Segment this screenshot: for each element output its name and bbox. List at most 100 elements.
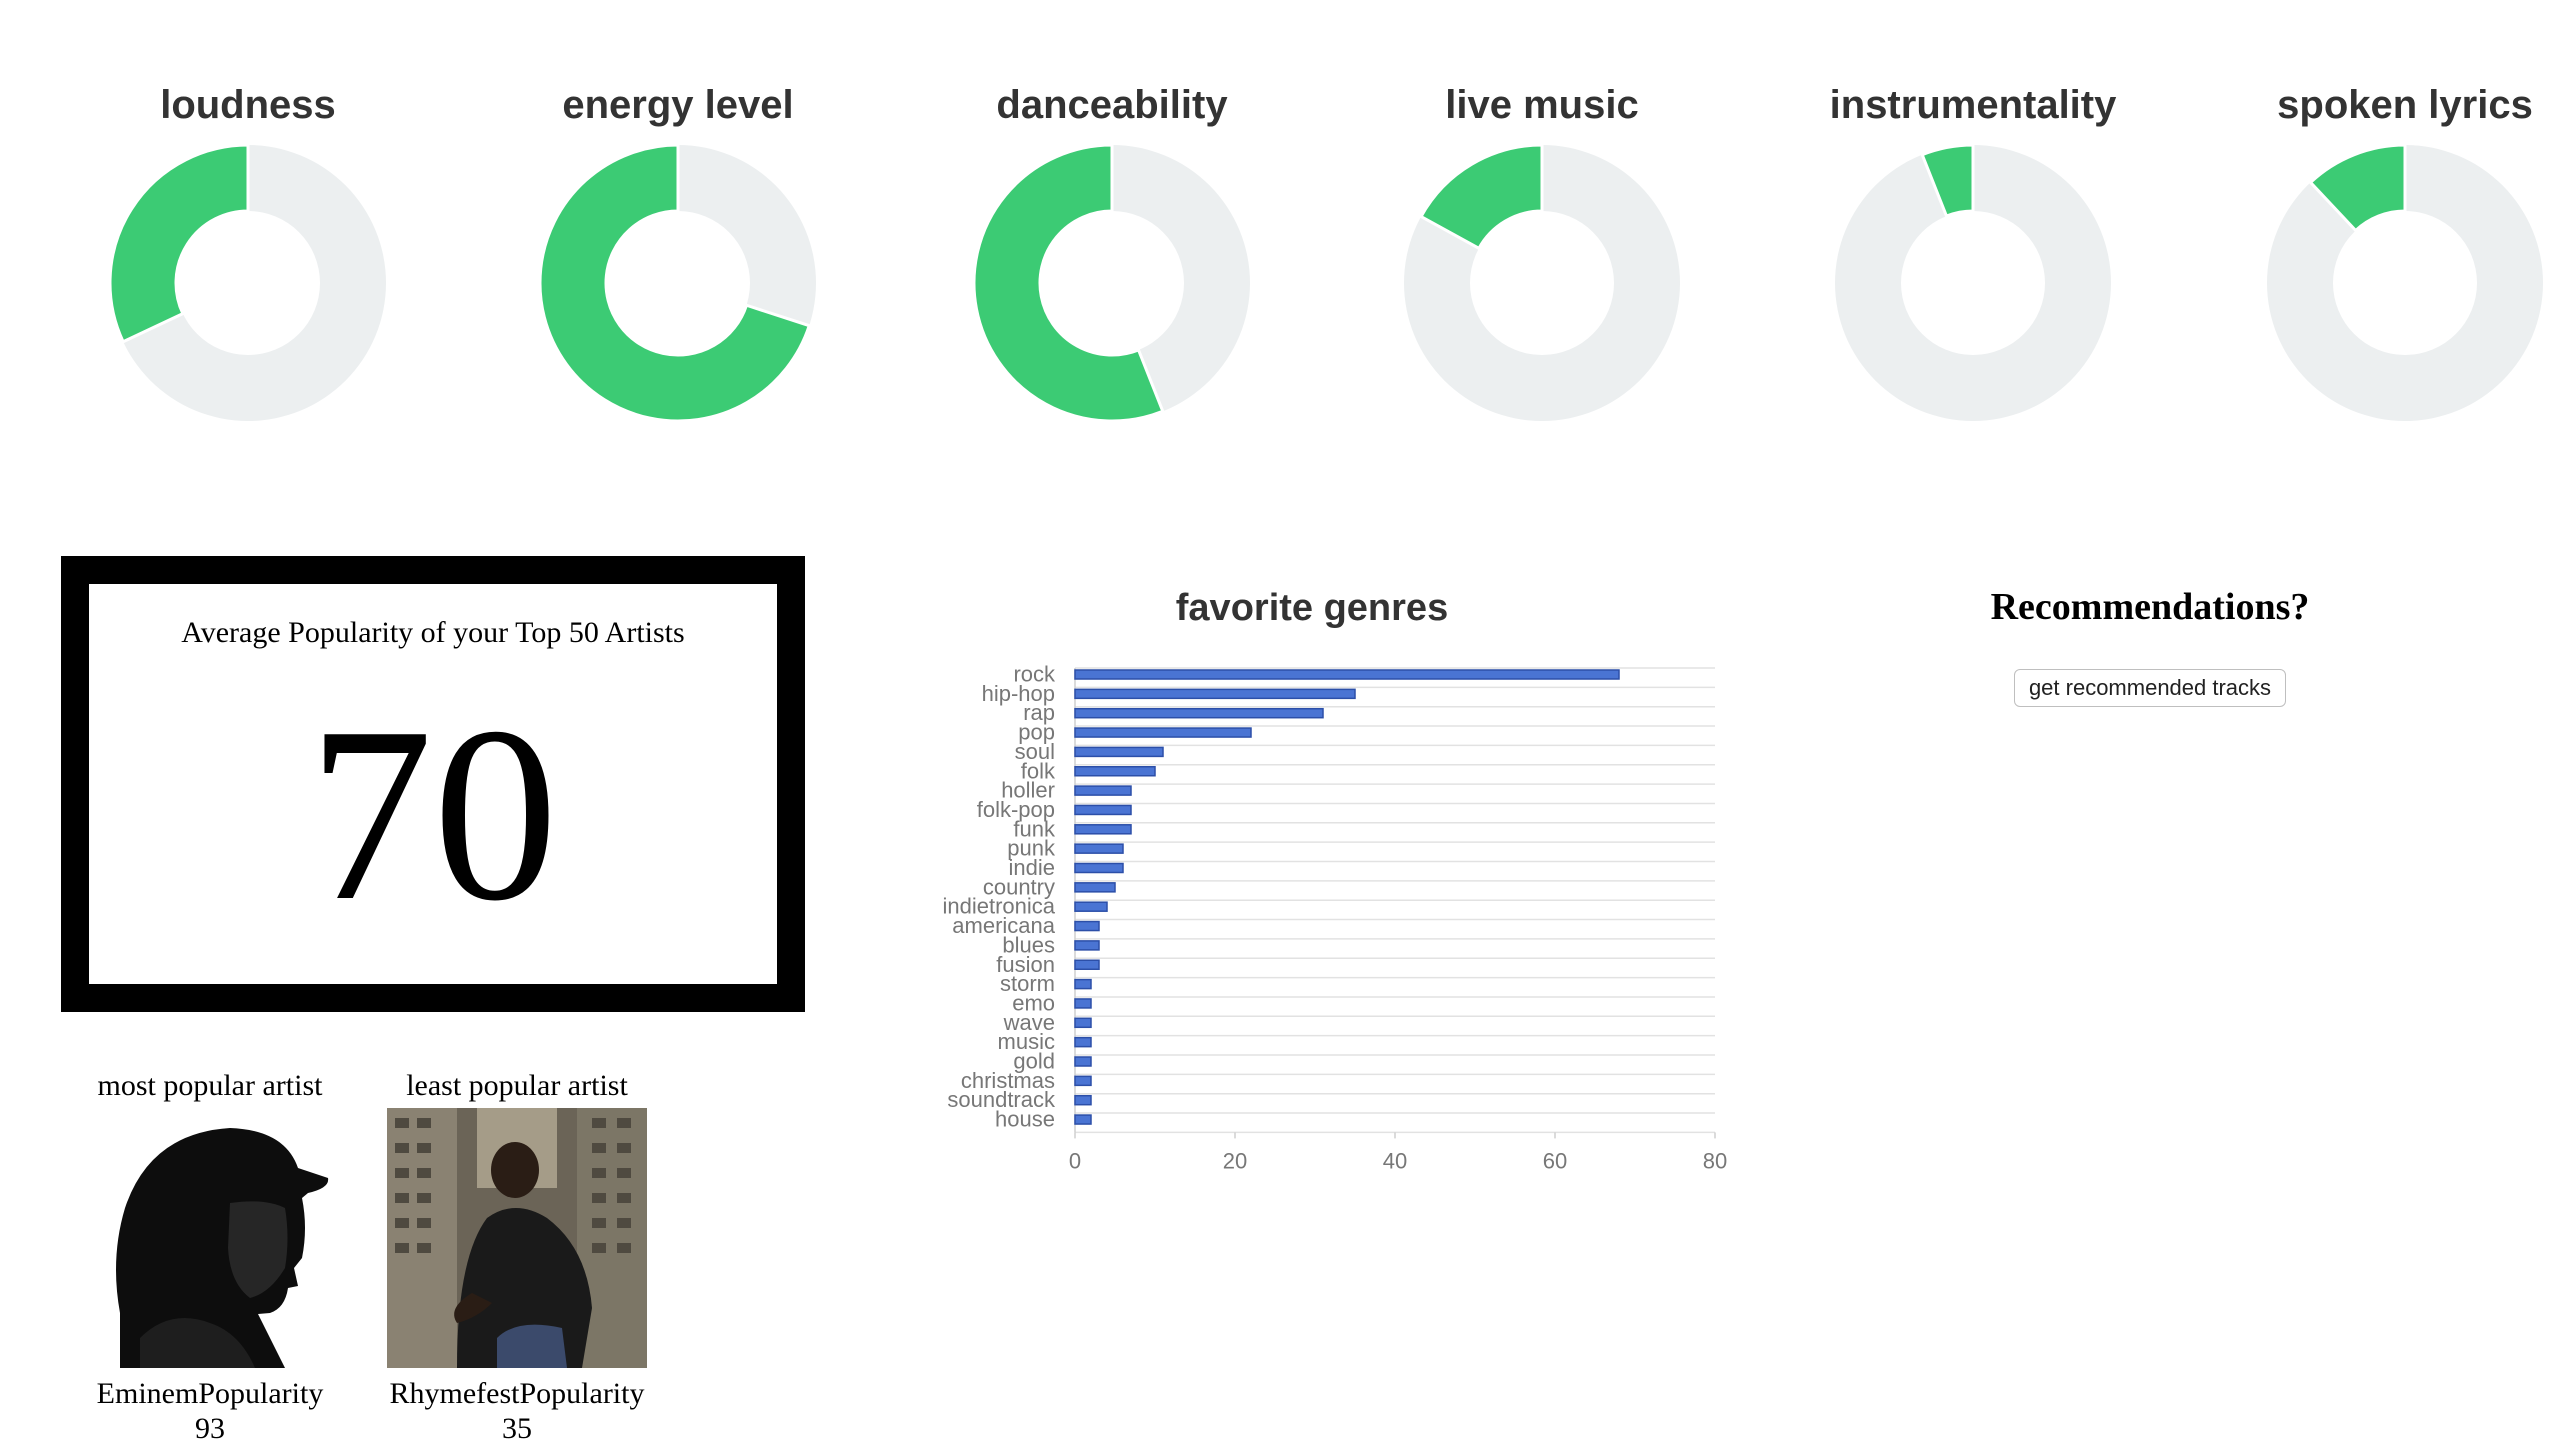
category-label: fusion [996,952,1055,977]
least-popular-artist-card: least popular artist RhymefestPopularity… [357,1068,677,1446]
most-popular-artist-caption: EminemPopularity 93 [50,1376,370,1446]
bar-hip-hop [1074,688,1356,700]
bar-rap [1074,707,1324,719]
bar-house [1074,1114,1092,1125]
x-tick-label: 40 [1383,1148,1407,1173]
chart-title: favorite genres [1176,587,1448,629]
category-label: gold [1013,1049,1055,1074]
donut-hole [1901,211,2045,355]
x-tick-label: 20 [1223,1148,1247,1173]
least-popular-artist-popularity-value: 35 [502,1412,532,1445]
category-label: punk [1007,836,1056,861]
category-label: rap [1023,700,1055,725]
artist-photo-hooded-silhouette-icon [80,1108,340,1368]
category-label: indietronica [942,894,1055,919]
donut-hole [2333,211,2477,355]
most-popular-artist-heading: most popular artist [97,1069,323,1102]
donut-hole [1470,211,1614,355]
donut-title: live music [1445,83,1639,127]
donut-loudness: loudness [98,75,398,435]
x-tick-label: 80 [1703,1148,1727,1173]
chart-gridlines [1074,667,1715,1134]
least-popular-artist-heading: least popular artist [406,1069,628,1102]
x-tick-label: 0 [1069,1148,1081,1173]
bar-music [1074,1036,1092,1048]
bar-folk [1074,766,1156,777]
bar-christmas [1074,1075,1092,1087]
bar-rock [1074,669,1620,680]
most-popular-artist-popularity-value: 93 [195,1412,225,1445]
donut-chart [972,143,1250,423]
chart-category-labels: rockhip-hoprappopsoulfolkhollerfolk-popf… [942,662,1056,1132]
category-label: christmas [961,1068,1055,1093]
donut-value-segment [538,143,812,423]
bar-storm [1074,978,1092,990]
category-label: storm [1000,971,1055,996]
category-label: pop [1018,720,1055,745]
recommendations-title: Recommendations? [1990,586,2310,628]
least-popular-artist-name: Rhymefest [389,1377,520,1410]
favorite-genres-chart: favorite genres rockhip-hoprappopsoulfol… [942,587,1727,1173]
donut-chart [538,143,816,423]
donut-chart [108,143,386,421]
donut-chart [2267,143,2543,421]
bar-blues [1074,940,1100,951]
category-label: soul [1015,739,1055,764]
average-popularity-card: Average Popularity of your Top 50 Artist… [61,556,805,1012]
category-label: americana [952,913,1055,938]
donut-title: spoken lyrics [2277,83,2533,127]
donut-energy-level: energy level [528,75,828,435]
bar-country [1074,882,1116,893]
category-label: country [983,874,1055,899]
recommendations-panel: Recommendations? get recommended tracks [1900,585,2400,707]
category-label: wave [1003,1010,1055,1035]
donut-title: danceability [996,83,1228,127]
bar-indie [1074,862,1124,874]
category-label: hip-hop [982,681,1055,706]
least-popular-artist-popularity-label: Popularity [519,1377,645,1410]
donut-title: energy level [562,83,794,127]
category-label: holler [1001,778,1055,803]
bar-wave [1074,1017,1092,1029]
bar-punk [1074,843,1124,854]
category-label: folk [1021,758,1056,783]
average-popularity-value: 70 [308,676,558,953]
donut-title: loudness [160,83,336,127]
category-label: folk-pop [977,797,1055,822]
category-label: rock [1013,662,1056,687]
donut-chart [1835,143,2111,421]
donut-hole [1040,211,1184,355]
artist-photo-crouching-in-courtyard-icon [387,1108,647,1368]
bar-soundtrack [1074,1094,1092,1106]
donut-live-music: live music [1392,75,1692,435]
donut-chart [1404,143,1680,421]
chart-x-axis: 0 20 40 60 80 [1069,1132,1727,1173]
category-label: blues [1002,932,1055,957]
category-label: funk [1013,816,1056,841]
donut-hole [176,211,320,355]
bar-americana [1074,920,1100,932]
most-popular-artist-name: Eminem [96,1377,199,1410]
get-recommended-tracks-button[interactable]: get recommended tracks [2013,669,2287,707]
bar-pop [1074,727,1252,738]
least-popular-artist-caption: RhymefestPopularity 35 [357,1376,677,1446]
bar-emo [1074,998,1092,1009]
average-popularity-title: Average Popularity of your Top 50 Artist… [181,616,685,649]
bar-soul [1074,746,1164,758]
bar-fusion [1074,959,1100,970]
category-label: emo [1012,990,1055,1015]
category-label: indie [1009,855,1055,880]
donut-instrumentality: instrumentality [1823,75,2123,435]
category-label: soundtrack [947,1087,1056,1112]
most-popular-artist-card: most popular artist EminemPopularity 93 [50,1068,370,1446]
bar-funk [1074,824,1132,835]
donut-danceability: danceability [962,75,1262,435]
bar-folk-pop [1074,804,1132,816]
category-label: house [995,1107,1055,1132]
bar-gold [1074,1056,1092,1067]
most-popular-artist-popularity-label: Popularity [198,1377,324,1410]
category-label: music [998,1029,1055,1054]
chart-bars [1074,669,1620,1125]
donut-hole [606,211,750,355]
bar-indietronica [1074,901,1108,912]
